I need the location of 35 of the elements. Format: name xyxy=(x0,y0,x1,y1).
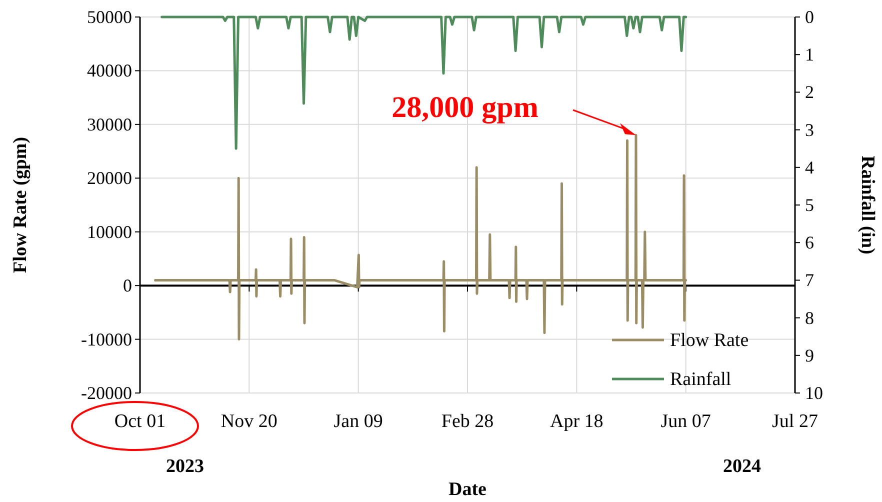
y-tick-label: 40000 xyxy=(87,60,132,81)
annotation: 28,000 gpm xyxy=(392,91,538,124)
x-tick-label: Feb 28 xyxy=(441,411,494,432)
y2-tick-label: 0 xyxy=(805,7,814,27)
text: 2024 xyxy=(723,456,762,477)
y-tick-label: 10000 xyxy=(87,222,132,242)
y2-tick-label: 2 xyxy=(805,82,814,102)
line-series xyxy=(160,16,688,150)
x-axis-title: Date xyxy=(448,479,486,500)
x-tick-label: Jan 09 xyxy=(334,411,383,432)
y2-tick-label: 6 xyxy=(805,232,814,253)
y-tick-label: 30000 xyxy=(87,114,132,134)
y2-tick-label: 1 xyxy=(805,44,814,65)
x-tick-label: Nov 20 xyxy=(220,411,278,432)
x-tick-label: Jun 07 xyxy=(660,411,711,432)
y2-tick-label: 4 xyxy=(805,157,814,178)
y2-tick-label: 3 xyxy=(805,120,814,140)
text: 2023 xyxy=(166,456,204,477)
y2-tick-label: 7 xyxy=(805,270,814,290)
y2-tick-label: 10 xyxy=(805,383,823,403)
y-tick-label: -20000 xyxy=(81,383,132,403)
y-tick-label: 50000 xyxy=(87,7,132,27)
y2-tick-label: 9 xyxy=(805,345,814,366)
legend-label: Flow Rate xyxy=(670,330,749,351)
y-axis-title: Flow Rate (gpm) xyxy=(10,136,31,274)
y-tick-label: 0 xyxy=(123,276,132,296)
y2-tick-label: 5 xyxy=(805,195,814,215)
y2-axis-title: Rainfall (in) xyxy=(857,156,878,254)
y-tick-label: 20000 xyxy=(87,168,132,188)
y2-tick-label: 8 xyxy=(805,308,814,328)
x-tick-label: Jul 27 xyxy=(772,411,818,432)
legend-label: Rainfall xyxy=(670,369,732,390)
x-tick-label: Oct 01 xyxy=(114,411,166,432)
y-tick-label: -10000 xyxy=(81,329,132,350)
x-tick-label: Apr 18 xyxy=(550,411,604,432)
